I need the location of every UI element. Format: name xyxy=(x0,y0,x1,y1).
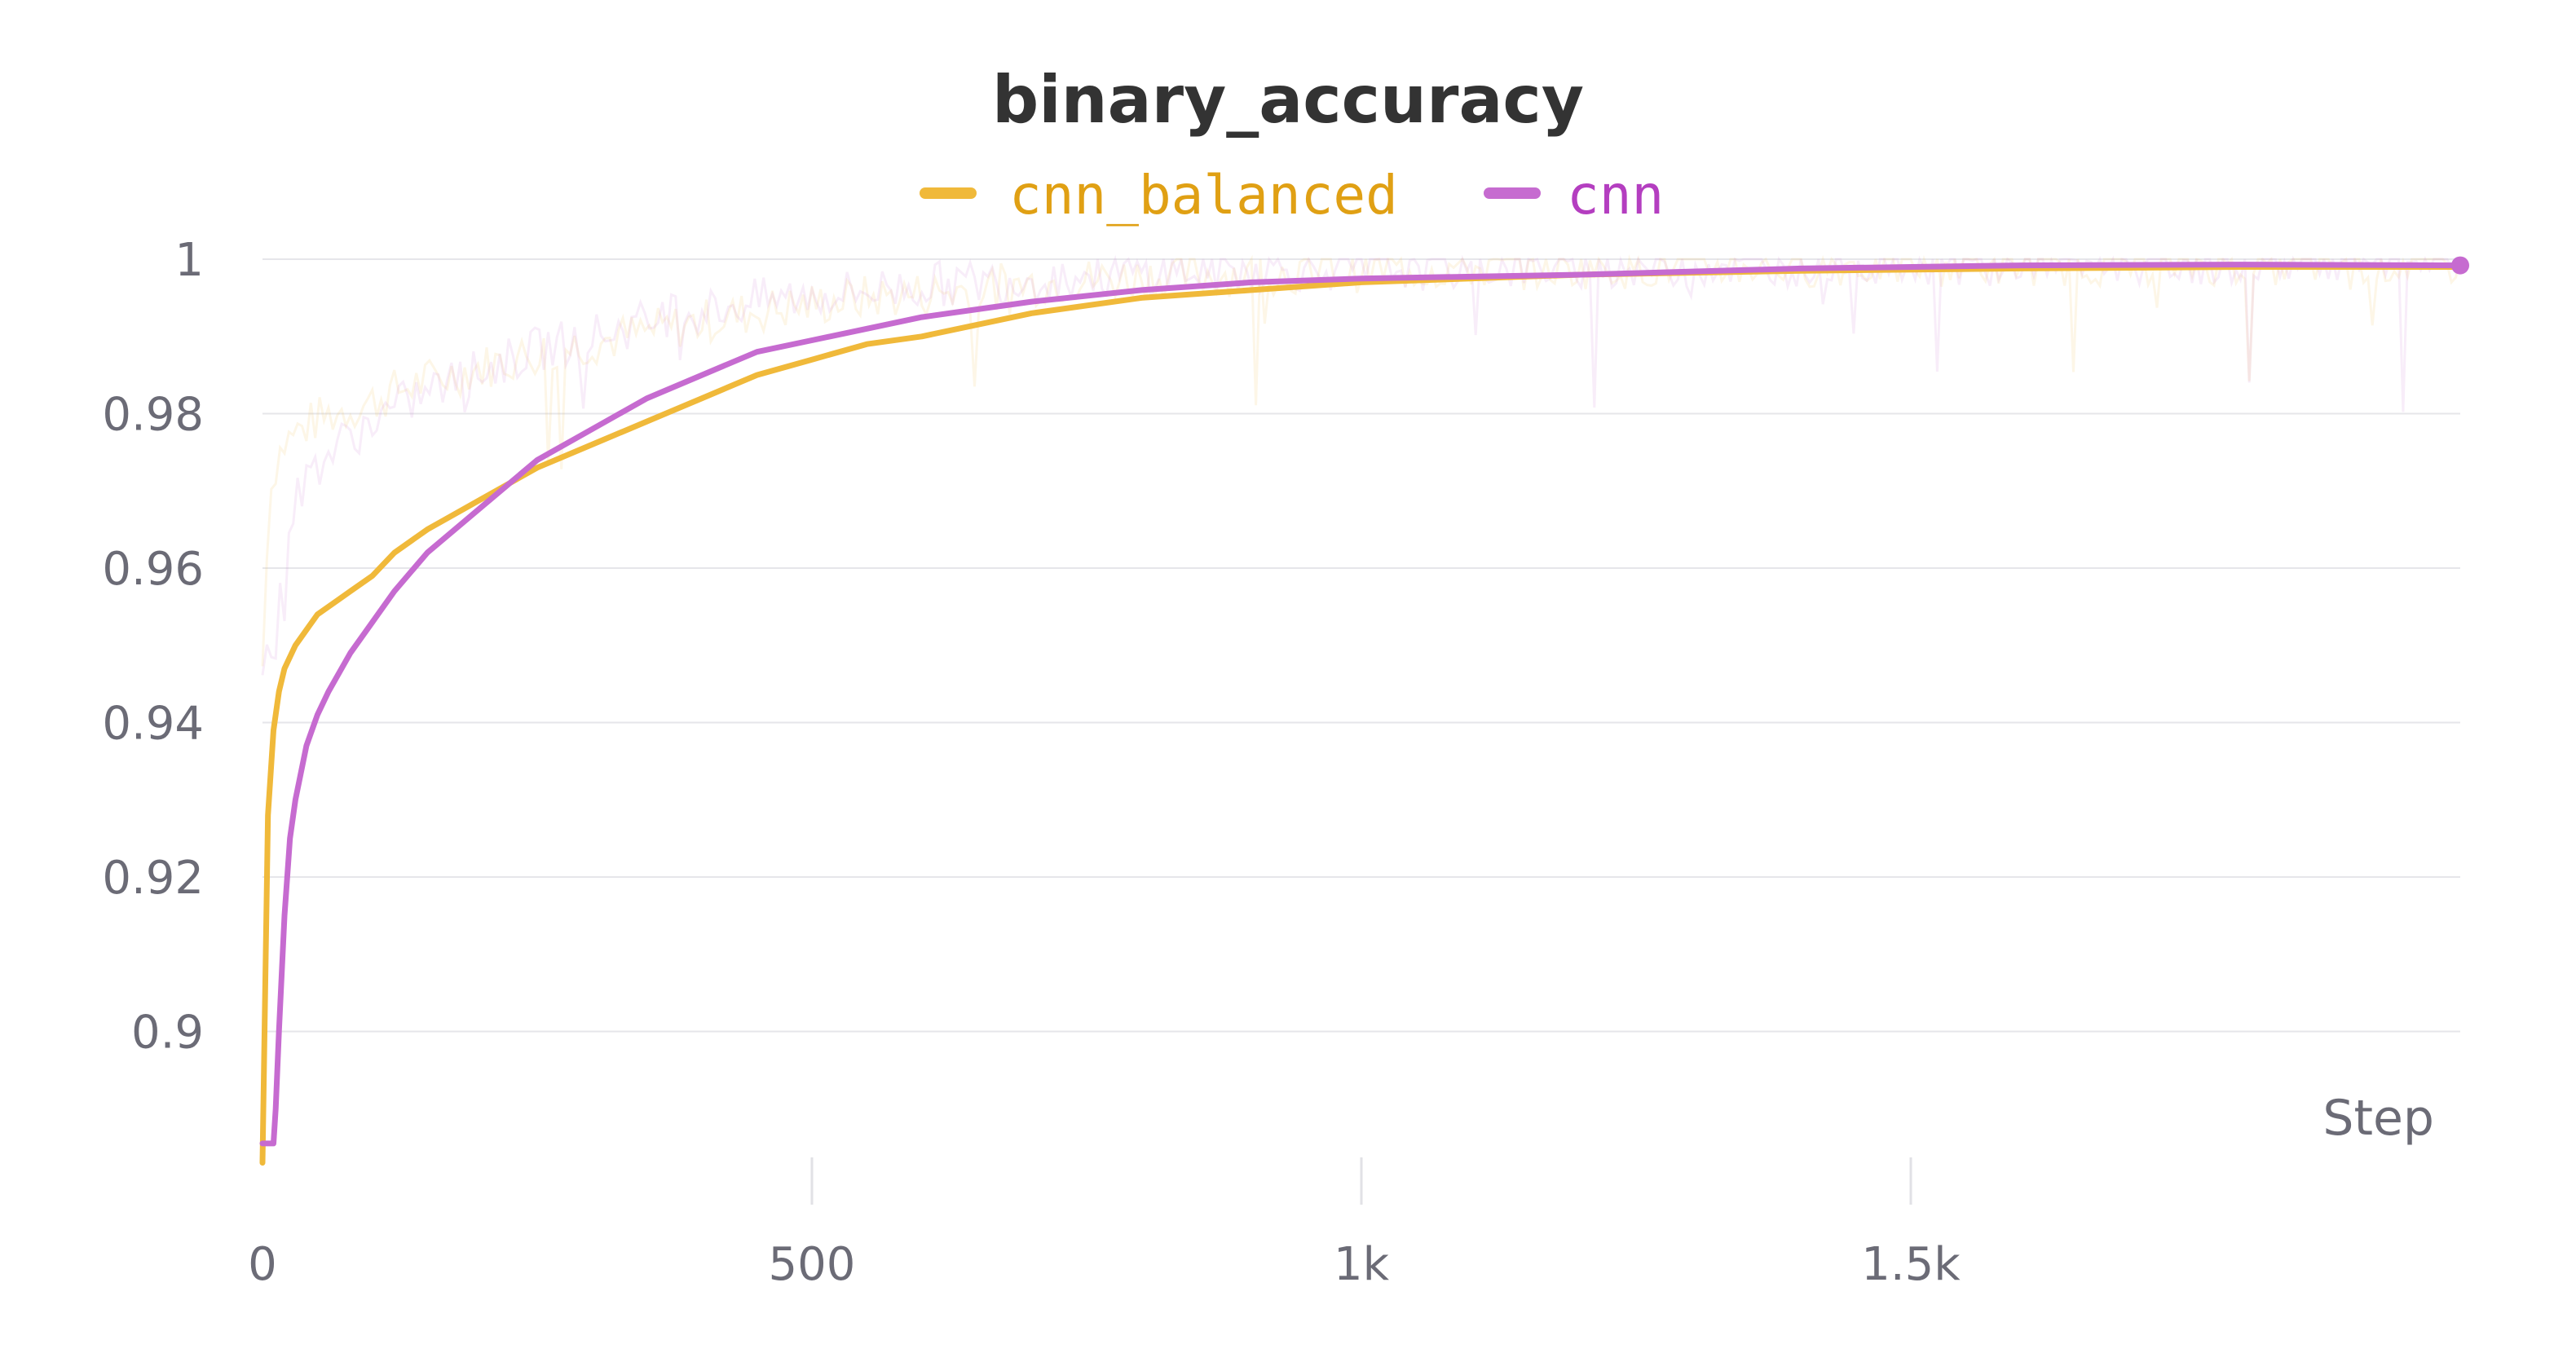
legend: cnn_balanced cnn xyxy=(920,164,1664,227)
legend-label-cnn-balanced: cnn_balanced xyxy=(1009,164,1398,227)
chart-title: binary_accuracy xyxy=(992,62,1584,138)
y-tick-label: 0.98 xyxy=(102,389,204,442)
raw-line-cnn-balanced xyxy=(261,254,2462,667)
x-axis-label: Step xyxy=(2322,1090,2434,1147)
x-axis: 0 500 1k 1.5k xyxy=(248,1157,1961,1291)
y-axis: 0.9 0.92 0.94 0.96 0.98 1 xyxy=(102,234,204,1060)
y-tick-label: 1 xyxy=(174,234,204,287)
x-tick-label: 0 xyxy=(248,1238,277,1291)
series-endpoint-cnn[interactable] xyxy=(2451,256,2469,275)
raw-line-cnn xyxy=(261,254,2462,676)
legend-label-cnn: cnn xyxy=(1567,164,1664,227)
legend-swatch-cnn xyxy=(1484,187,1541,199)
y-tick-label: 0.9 xyxy=(131,1007,204,1060)
legend-swatch-cnn-balanced xyxy=(920,187,977,199)
series-line-cnn-balanced xyxy=(259,264,2464,1166)
x-tick-label: 1.5k xyxy=(1861,1238,1961,1291)
y-tick-label: 0.96 xyxy=(102,543,204,596)
series-lines xyxy=(259,256,2469,1166)
x-tick-label: 500 xyxy=(769,1238,856,1291)
y-tick-label: 0.94 xyxy=(102,698,204,751)
raw-series-background xyxy=(261,254,2462,676)
x-tick-label: 1k xyxy=(1334,1238,1390,1291)
y-tick-label: 0.92 xyxy=(102,852,204,905)
grid xyxy=(262,258,2460,1033)
series-line-cnn xyxy=(259,262,2464,1147)
